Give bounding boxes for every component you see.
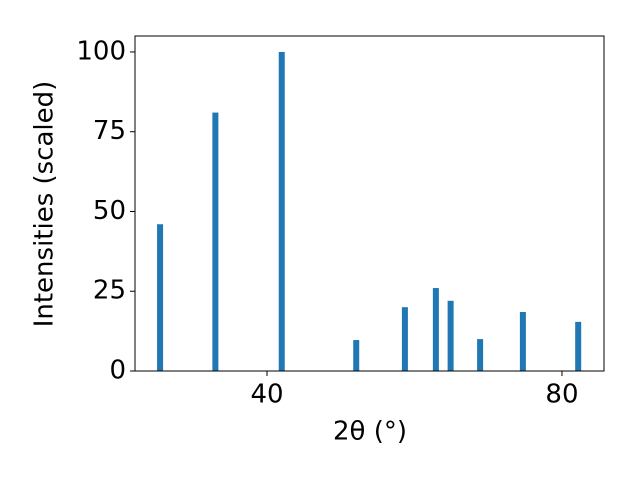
y-axis-label: Intensities (scaled)	[30, 81, 60, 328]
bar	[519, 311, 526, 371]
bar	[353, 340, 360, 371]
y-tick-label: 0	[109, 356, 126, 386]
y-tick-label: 100	[76, 36, 126, 66]
bar	[575, 321, 582, 371]
bar	[432, 288, 439, 371]
plot-frame	[134, 35, 605, 372]
y-tick-label: 75	[93, 116, 126, 146]
bar	[157, 224, 164, 371]
x-tick-label: 40	[250, 380, 283, 410]
x-axis-label: 2θ (°)	[333, 417, 407, 447]
y-tick-label: 25	[93, 276, 126, 306]
bar	[447, 300, 454, 371]
bar	[401, 307, 408, 371]
x-tick-label: 80	[545, 380, 578, 410]
bar	[278, 51, 285, 371]
bar	[477, 339, 484, 371]
bar	[212, 112, 219, 372]
y-tick-label: 50	[93, 196, 126, 226]
